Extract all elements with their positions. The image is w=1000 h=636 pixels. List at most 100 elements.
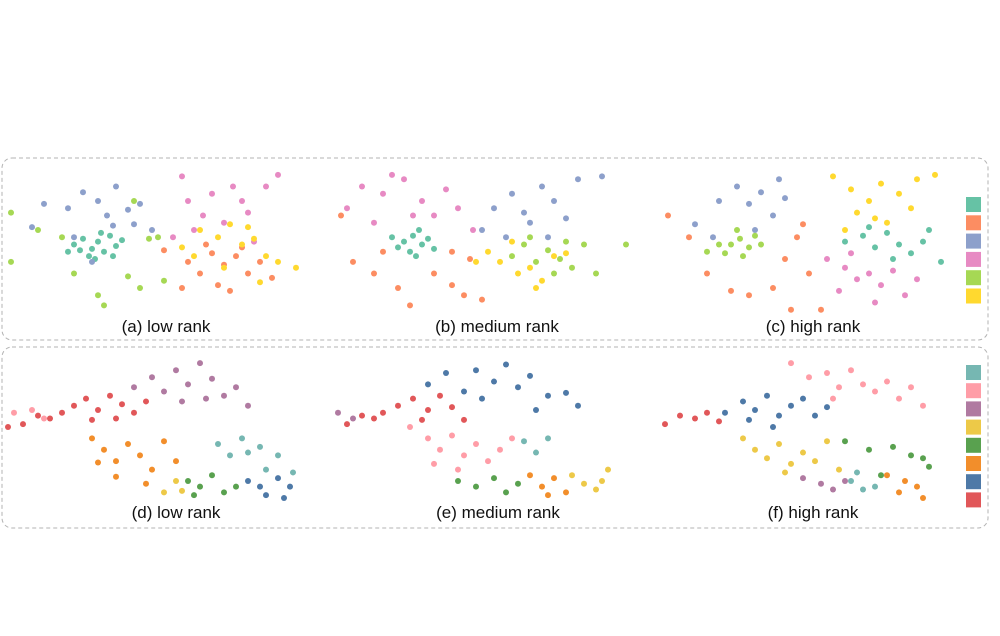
point-class-3	[233, 384, 239, 391]
point-class-1	[860, 486, 866, 493]
point-class-7	[776, 412, 782, 419]
point-class-3	[551, 198, 557, 204]
point-class-7	[800, 395, 806, 402]
point-class-2	[884, 378, 890, 385]
point-class-7	[770, 424, 776, 430]
point-class-4	[890, 267, 896, 274]
point-class-8	[20, 421, 26, 428]
point-class-3	[509, 190, 515, 197]
point-class-5	[527, 234, 533, 241]
point-class-2	[425, 435, 431, 442]
point-class-2	[395, 285, 401, 291]
point-class-2	[437, 446, 443, 453]
point-class-1	[410, 232, 416, 239]
point-class-1	[227, 452, 233, 459]
point-class-7	[788, 402, 794, 409]
point-class-8	[113, 415, 119, 422]
legend-bottom-swatch-5	[966, 437, 981, 453]
point-class-8	[344, 421, 350, 428]
point-class-4	[419, 198, 425, 204]
point-class-3	[758, 189, 764, 196]
point-class-2	[794, 234, 800, 241]
point-class-2	[197, 270, 203, 277]
point-class-5	[866, 446, 872, 453]
bottom-panel-frame	[1, 346, 989, 529]
point-class-4	[401, 176, 407, 183]
caption-f: (f) high rank	[768, 503, 859, 522]
point-class-7	[281, 495, 287, 501]
point-class-2	[461, 452, 467, 459]
point-class-8	[449, 404, 455, 411]
point-class-3	[149, 374, 155, 381]
point-class-7	[722, 409, 728, 416]
point-class-3	[149, 227, 155, 233]
point-class-3	[563, 215, 569, 222]
point-class-6	[251, 235, 257, 242]
point-class-6	[275, 258, 281, 265]
point-class-5	[557, 256, 563, 262]
legend-bottom-swatch-1	[966, 365, 981, 380]
point-class-3	[692, 221, 698, 228]
point-class-6	[137, 452, 143, 459]
point-class-4	[455, 205, 461, 212]
point-class-8	[131, 409, 137, 416]
point-class-5	[545, 247, 551, 254]
point-class-4	[854, 276, 860, 283]
scatter-plot-a	[8, 171, 299, 309]
point-class-1	[119, 237, 125, 244]
point-class-2	[467, 256, 473, 262]
point-class-4	[605, 466, 611, 473]
point-class-1	[860, 232, 866, 239]
point-class-6	[539, 483, 545, 490]
point-class-4	[914, 276, 920, 283]
point-class-5	[728, 241, 734, 248]
caption-a: (a) low rank	[122, 317, 211, 336]
point-class-8	[410, 395, 416, 402]
point-class-6	[89, 435, 95, 442]
point-class-1	[908, 250, 914, 257]
point-class-1	[848, 477, 854, 484]
point-class-5	[746, 244, 752, 251]
point-class-5	[734, 227, 740, 233]
point-class-3	[137, 200, 143, 207]
point-class-2	[818, 306, 824, 313]
point-class-6	[539, 277, 545, 284]
point-class-5	[491, 475, 497, 482]
scatter-plot-f	[662, 360, 932, 501]
point-class-4	[470, 227, 476, 233]
point-class-5	[8, 258, 14, 265]
point-class-2	[29, 406, 35, 413]
point-class-3	[89, 258, 95, 265]
point-class-1	[896, 241, 902, 248]
point-class-5	[704, 248, 710, 255]
point-class-6	[872, 215, 878, 222]
legend-bottom-swatch-8	[966, 492, 981, 508]
point-class-6	[563, 250, 569, 257]
point-class-5	[920, 455, 926, 462]
point-class-2	[407, 424, 413, 430]
legend-bottom-swatch-4	[966, 419, 981, 435]
point-class-5	[569, 264, 575, 271]
point-class-3	[161, 388, 167, 395]
point-class-3	[110, 222, 116, 229]
point-class-1	[395, 244, 401, 251]
point-class-7	[533, 406, 539, 413]
point-class-1	[110, 253, 116, 260]
point-class-4	[593, 486, 599, 493]
point-class-1	[854, 469, 860, 476]
point-class-2	[704, 270, 710, 277]
point-class-4	[161, 489, 167, 496]
point-class-8	[677, 412, 683, 419]
point-class-1	[938, 258, 944, 265]
point-class-5	[473, 483, 479, 490]
point-class-1	[926, 227, 932, 233]
point-class-8	[107, 392, 113, 399]
point-class-8	[395, 402, 401, 409]
point-class-6	[95, 459, 101, 466]
point-class-2	[203, 241, 209, 248]
legend-top-swatch-6	[966, 288, 981, 304]
point-class-6	[866, 198, 872, 204]
legend-bottom-swatch-6	[966, 456, 981, 471]
point-class-2	[380, 248, 386, 255]
point-class-6	[914, 176, 920, 183]
